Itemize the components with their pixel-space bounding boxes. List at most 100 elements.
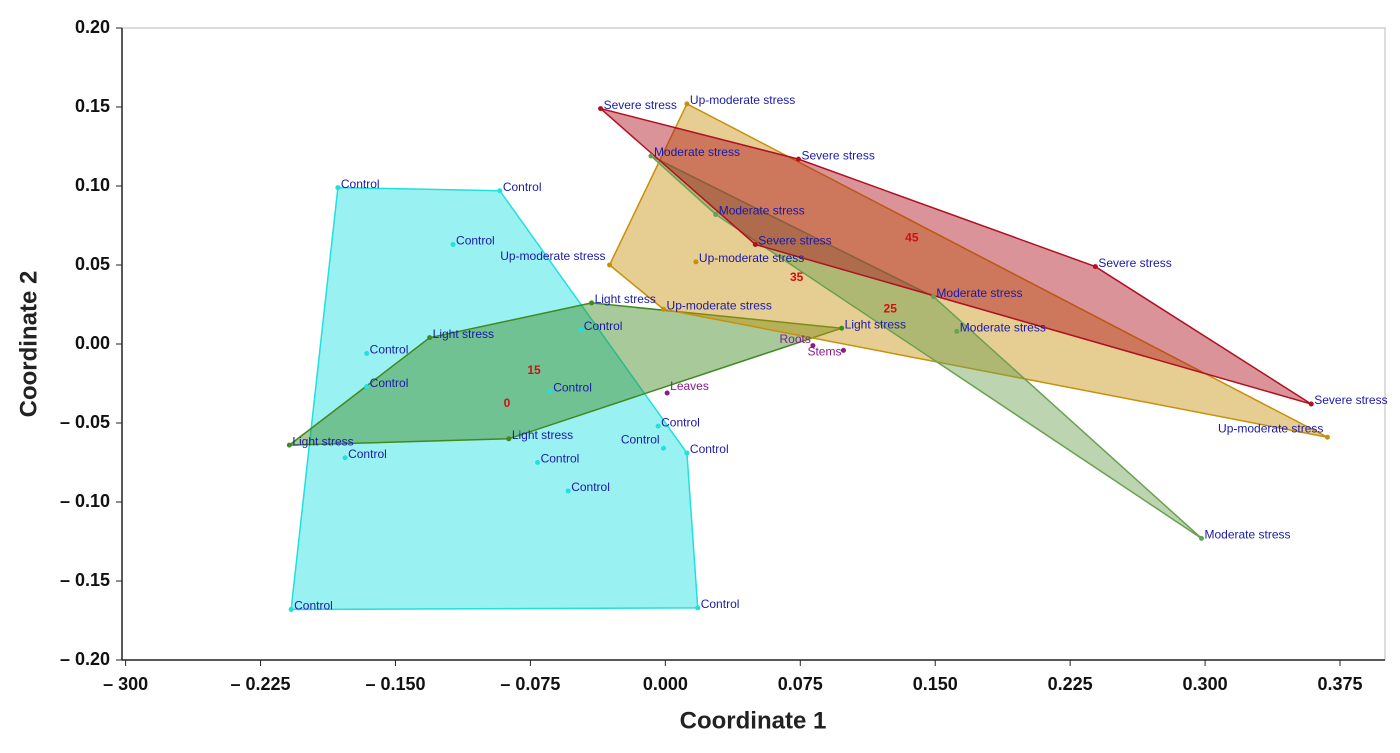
point: [713, 211, 719, 217]
point-label: Severe stress: [1314, 393, 1387, 407]
point: [506, 436, 512, 442]
point-label: Control: [584, 319, 623, 333]
point: [752, 241, 758, 247]
point: [497, 188, 503, 194]
variable-label: Leaves: [670, 379, 709, 393]
point: [693, 259, 699, 265]
point-label: Control: [341, 177, 380, 191]
x-tick-label: – 0.225: [231, 674, 291, 694]
point: [427, 335, 433, 341]
y-tick-label: – 0.10: [60, 491, 110, 511]
point: [342, 455, 348, 461]
point: [839, 325, 845, 331]
point-label: Control: [370, 343, 409, 357]
point: [684, 450, 690, 456]
y-axis-label: Coordinate 2: [15, 271, 42, 418]
point: [578, 327, 584, 333]
point-label: Control: [541, 452, 580, 466]
y-tick-label: 0.00: [75, 333, 110, 353]
point-label: Moderate stress: [719, 204, 805, 218]
x-tick-label: – 0.075: [500, 674, 560, 694]
point: [1308, 401, 1314, 407]
x-tick-label: 0.300: [1183, 674, 1228, 694]
point-label: Control: [690, 442, 729, 456]
point: [598, 106, 604, 112]
point-label: Up-moderate stress: [690, 93, 795, 107]
point: [364, 384, 370, 390]
x-tick-label: – 300: [103, 674, 148, 694]
x-tick-label: 0.075: [778, 674, 823, 694]
point: [535, 460, 541, 465]
point-label: Up-moderate stress: [699, 251, 804, 265]
point-label: Control: [370, 376, 409, 390]
annotation: 0: [504, 396, 511, 410]
point-label: Moderate stress: [936, 286, 1022, 300]
point-label: Severe stress: [1098, 256, 1171, 270]
point: [930, 294, 936, 300]
y-tick-label: 0.15: [75, 96, 110, 116]
variable-label: Stems: [807, 344, 841, 358]
point-label: Light stress: [433, 327, 494, 341]
point: [364, 350, 370, 356]
variable-point: [840, 347, 846, 353]
point-label: Severe stress: [801, 148, 874, 162]
point: [547, 388, 553, 394]
variable-point: [664, 390, 670, 396]
x-tick-label: 0.150: [913, 674, 958, 694]
annotation: 25: [884, 301, 898, 315]
point-label: Up-moderate stress: [1218, 421, 1323, 435]
point-label: Severe stress: [604, 98, 677, 112]
point: [335, 185, 341, 191]
point-label: Severe stress: [758, 234, 831, 248]
point-label: Light stress: [595, 292, 656, 306]
point-label: Control: [348, 447, 387, 461]
group-hull: [287, 302, 842, 446]
group-hull: [290, 186, 699, 611]
point: [661, 445, 667, 451]
y-tick-label: 0.20: [75, 17, 110, 37]
x-tick-label: 0.375: [1317, 674, 1362, 694]
point-label: Light stress: [512, 428, 573, 442]
x-tick-label: 0.000: [643, 674, 688, 694]
point-label: Moderate stress: [654, 145, 740, 159]
point-label: Control: [571, 480, 610, 494]
point-label: Up-moderate stress: [667, 298, 772, 312]
x-tick-label: – 0.150: [365, 674, 425, 694]
y-tick-label: 0.05: [75, 254, 110, 274]
y-tick-label: – 0.20: [60, 649, 110, 669]
point-label: Control: [456, 234, 495, 248]
point-label: Control: [503, 180, 542, 194]
point: [1198, 535, 1204, 541]
point: [661, 306, 667, 312]
point: [1092, 264, 1098, 270]
annotation: 35: [790, 270, 804, 284]
point-label: Control: [621, 432, 660, 446]
variable-point: [810, 343, 816, 349]
point: [286, 442, 292, 448]
point: [695, 605, 701, 611]
y-tick-label: – 0.15: [60, 570, 110, 590]
point: [684, 101, 690, 107]
point: [1324, 434, 1330, 440]
point-label: Moderate stress: [1204, 528, 1290, 542]
point-label: Control: [661, 415, 700, 429]
point: [450, 241, 456, 247]
point-label: Control: [553, 381, 592, 395]
point: [607, 262, 613, 268]
annotation: 45: [905, 230, 919, 244]
x-axis-label: Coordinate 1: [680, 707, 827, 734]
point-label: Control: [701, 597, 740, 611]
point: [954, 328, 960, 334]
point-label: Up-moderate stress: [500, 249, 605, 263]
point-label: Light stress: [292, 434, 353, 448]
point: [565, 488, 571, 494]
point-label: Moderate stress: [960, 321, 1046, 335]
group-hull: [600, 107, 1312, 405]
point: [655, 423, 661, 429]
y-tick-label: – 0.05: [60, 412, 110, 432]
variable-label: Roots: [780, 332, 811, 346]
y-tick-label: 0.10: [75, 175, 110, 195]
point: [648, 153, 654, 159]
point: [589, 300, 595, 306]
